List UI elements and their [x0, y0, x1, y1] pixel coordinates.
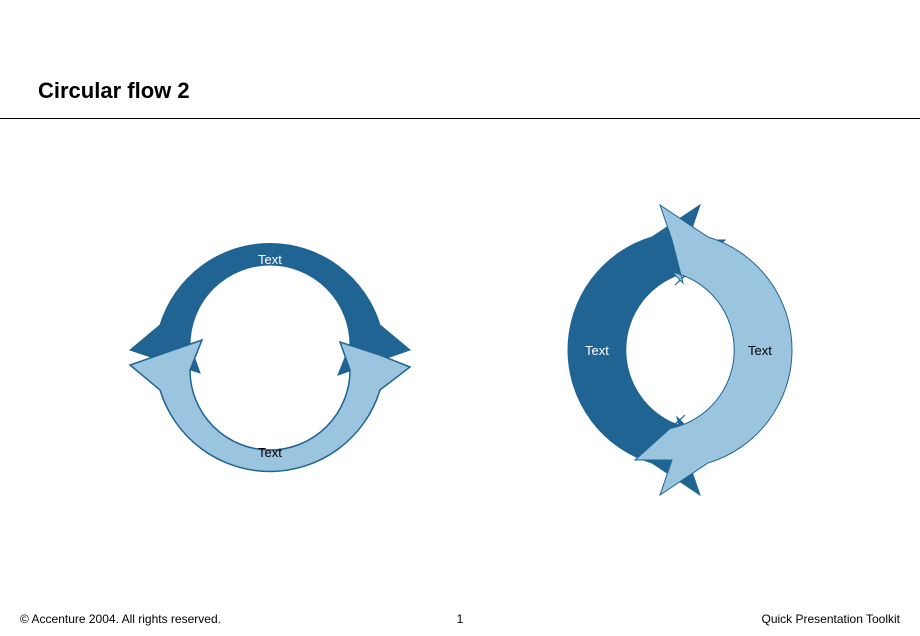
label-right: Text	[748, 343, 772, 358]
title-divider	[0, 118, 920, 119]
diagram-left: Text Text	[120, 200, 420, 500]
slide: Circular flow 2 Text Text Text Text © Ac…	[0, 0, 920, 636]
label-bottom: Text	[258, 445, 282, 460]
footer: © Accenture 2004. All rights reserved. 1…	[0, 606, 920, 626]
circular-flow-right-svg	[530, 195, 830, 505]
label-left: Text	[585, 343, 609, 358]
diagram-right: Text Text	[530, 195, 830, 505]
slide-title: Circular flow 2	[38, 78, 190, 104]
label-top: Text	[258, 252, 282, 267]
footer-toolkit: Quick Presentation Toolkit	[761, 612, 900, 626]
